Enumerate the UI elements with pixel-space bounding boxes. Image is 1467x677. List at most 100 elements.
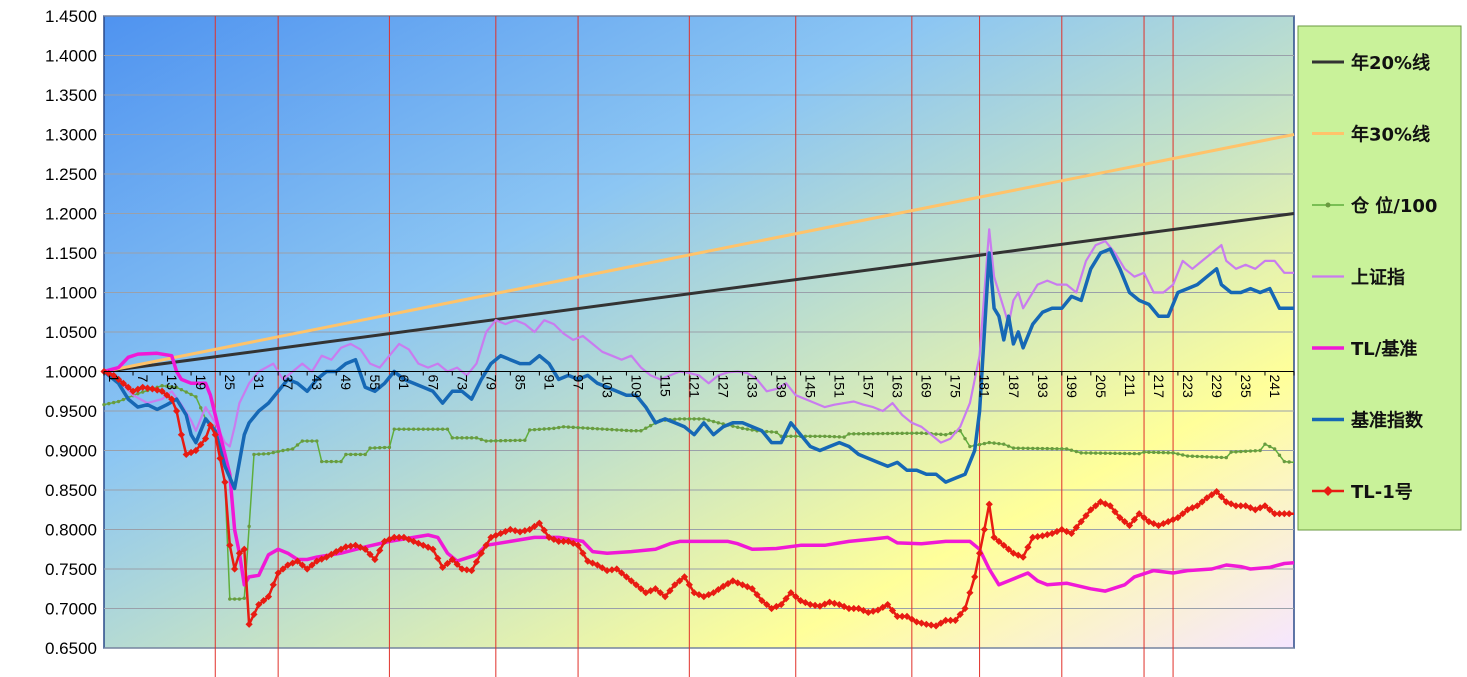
data-point bbox=[1069, 448, 1074, 452]
data-point bbox=[419, 541, 427, 549]
data-point bbox=[885, 431, 890, 436]
data-point bbox=[440, 427, 445, 431]
data-point bbox=[559, 537, 568, 545]
data-point bbox=[448, 555, 456, 564]
data-point bbox=[997, 441, 1001, 446]
data-point bbox=[1229, 450, 1233, 454]
data-point bbox=[1034, 533, 1042, 541]
data-point bbox=[143, 384, 152, 392]
data-point bbox=[371, 555, 379, 564]
data-point bbox=[850, 604, 858, 613]
data-point bbox=[666, 587, 674, 595]
data-point bbox=[547, 426, 551, 431]
data-point bbox=[735, 425, 740, 429]
data-point bbox=[956, 610, 964, 619]
data-point bbox=[600, 427, 604, 431]
data-point bbox=[411, 427, 416, 431]
data-point bbox=[685, 581, 693, 589]
data-point bbox=[337, 545, 345, 553]
data-point bbox=[463, 566, 471, 574]
x-tick-label: 223 bbox=[1180, 375, 1196, 399]
data-point bbox=[1024, 543, 1032, 551]
data-point bbox=[772, 602, 780, 611]
data-point bbox=[1140, 514, 1148, 522]
data-point bbox=[526, 525, 534, 534]
data-point bbox=[937, 619, 945, 627]
x-tick-label: 229 bbox=[1209, 375, 1225, 399]
x-tick-label: 139 bbox=[774, 375, 790, 399]
data-point bbox=[308, 561, 316, 569]
data-point bbox=[194, 395, 198, 399]
data-point bbox=[247, 524, 251, 529]
data-point bbox=[1242, 502, 1250, 510]
x-tick-label: 37 bbox=[280, 375, 296, 391]
data-point bbox=[455, 436, 459, 440]
series-line bbox=[103, 212, 1295, 373]
data-point bbox=[168, 395, 176, 403]
series-3 bbox=[103, 228, 1294, 448]
data-point bbox=[731, 424, 735, 428]
x-tick-label: 85 bbox=[512, 375, 528, 391]
x-tick-label: 7 bbox=[135, 375, 151, 383]
data-point bbox=[856, 432, 861, 436]
data-point bbox=[777, 600, 785, 609]
data-point bbox=[927, 621, 935, 629]
data-point bbox=[1098, 451, 1103, 455]
data-point bbox=[429, 545, 437, 553]
data-point bbox=[1282, 459, 1287, 464]
data-point bbox=[1043, 531, 1051, 539]
data-point bbox=[1152, 450, 1156, 455]
data-point bbox=[555, 537, 563, 545]
data-point bbox=[334, 459, 338, 464]
data-point bbox=[661, 593, 669, 601]
data-point bbox=[1258, 448, 1262, 453]
data-point bbox=[402, 427, 406, 431]
data-point bbox=[714, 585, 722, 594]
data-point bbox=[687, 417, 692, 421]
data-point bbox=[1074, 449, 1079, 454]
data-point bbox=[421, 427, 425, 431]
data-point bbox=[1045, 446, 1049, 451]
y-tick-label: 0.9000 bbox=[45, 442, 97, 461]
data-point bbox=[702, 417, 706, 421]
data-point bbox=[160, 384, 164, 388]
data-point bbox=[774, 430, 779, 435]
data-point bbox=[523, 438, 527, 442]
data-point bbox=[1014, 551, 1022, 559]
data-point bbox=[830, 599, 839, 607]
data-point bbox=[971, 573, 979, 581]
data-point bbox=[782, 595, 790, 603]
data-point bbox=[874, 606, 882, 614]
data-point bbox=[605, 427, 609, 432]
x-tick-label: 169 bbox=[919, 375, 935, 399]
data-point bbox=[443, 559, 452, 568]
x-tick-label: 133 bbox=[745, 375, 761, 399]
data-point bbox=[542, 427, 546, 431]
series-0 bbox=[103, 212, 1295, 373]
y-tick-label: 0.6500 bbox=[45, 639, 97, 658]
data-point bbox=[1142, 450, 1146, 454]
data-point bbox=[1237, 502, 1245, 510]
data-point bbox=[1021, 446, 1025, 450]
data-point bbox=[796, 597, 805, 605]
data-point bbox=[1038, 532, 1047, 540]
legend-box bbox=[1297, 25, 1462, 531]
legend-marker bbox=[1325, 202, 1331, 208]
data-point bbox=[871, 431, 875, 436]
data-point bbox=[1277, 453, 1282, 457]
data-point bbox=[1234, 450, 1238, 454]
data-point bbox=[226, 541, 234, 549]
x-tick-label: 217 bbox=[1151, 375, 1167, 399]
data-point bbox=[1055, 447, 1059, 451]
data-point bbox=[608, 566, 616, 574]
x-tick-label: 127 bbox=[716, 375, 732, 399]
legend-item: 基准指数 bbox=[1312, 410, 1424, 432]
data-point bbox=[358, 452, 363, 457]
data-point bbox=[342, 543, 350, 551]
data-point bbox=[1176, 452, 1180, 456]
data-point bbox=[368, 446, 372, 450]
data-point bbox=[932, 622, 940, 630]
data-point bbox=[615, 428, 619, 432]
data-point bbox=[395, 533, 403, 541]
data-point bbox=[913, 618, 921, 626]
